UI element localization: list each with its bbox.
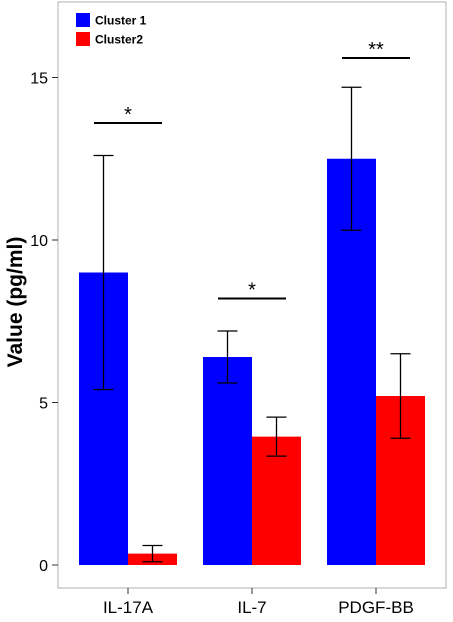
y-tick-label: 5 — [39, 396, 48, 413]
legend: Cluster 1 Cluster2 — [76, 13, 147, 47]
bar — [203, 357, 252, 565]
significance-marker: ** — [368, 39, 384, 61]
legend-label: Cluster2 — [95, 33, 143, 47]
legend-swatch — [76, 13, 90, 27]
significance-marker: * — [124, 104, 132, 126]
significance-group: **** — [94, 39, 410, 302]
x-tick-label: IL-7 — [237, 598, 266, 617]
error-bars-group — [93, 86, 411, 563]
legend-label: Cluster 1 — [95, 14, 147, 28]
legend-swatch — [76, 32, 90, 46]
significance-marker: * — [248, 280, 256, 302]
y-axis: 0 5 10 15 — [30, 71, 58, 575]
bars-group — [79, 158, 425, 565]
bar — [252, 436, 301, 565]
x-axis: IL-17A IL-7 PDGF-BB — [103, 588, 414, 617]
x-tick-label: PDGF-BB — [338, 598, 414, 617]
y-axis-title: Value (pg/ml) — [4, 237, 27, 368]
y-tick-label: 10 — [30, 233, 48, 250]
x-tick-label: IL-17A — [103, 598, 154, 617]
y-tick-label: 0 — [39, 558, 48, 575]
y-tick-label: 15 — [30, 71, 48, 88]
